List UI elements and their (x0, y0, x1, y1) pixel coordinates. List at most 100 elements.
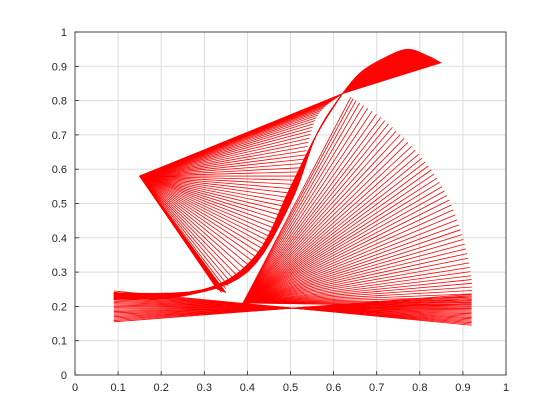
upper-arm-line (139, 163, 304, 177)
upper-arm-line (139, 175, 232, 284)
upper-arm-line (139, 123, 314, 177)
lower-arm-fan-line (242, 110, 373, 304)
axes (74, 31, 507, 376)
lower-arm-fan-line (242, 219, 458, 304)
upper-arm-line (139, 175, 246, 270)
lower-arm-fan-line (242, 186, 443, 304)
x-tick-label: 0.9 (455, 382, 470, 394)
upper-arm-line (139, 126, 313, 177)
lower-arm-fan-line (242, 102, 360, 304)
lower-arm-fan-line (242, 248, 467, 304)
x-tick-label: 0.5 (283, 382, 298, 394)
upper-arm-line (139, 175, 279, 226)
lower-arm-fan-line (242, 117, 382, 304)
lower-arm-fan-line (243, 262, 470, 304)
upper-arm-line (139, 175, 296, 185)
upper-arm-line (139, 175, 229, 287)
upper-arm-line (139, 130, 312, 177)
lower-arm-fan-line (242, 161, 426, 304)
upper-arm-line (139, 150, 307, 177)
x-tick-label: 0.8 (412, 382, 427, 394)
upper-arm-line (139, 175, 250, 266)
lower-arm-fan-line (242, 190, 445, 304)
y-tick-label: 0.7 (52, 130, 67, 142)
upper-arm-line (139, 171, 301, 177)
x-tick-label: 0.2 (154, 382, 169, 394)
base-line (113, 290, 472, 326)
x-tick-label: 0.4 (240, 382, 255, 394)
lower-arm-fan-line (242, 105, 364, 304)
upper-arm-line (139, 175, 253, 262)
upper-arm-line (139, 175, 291, 199)
y-tick-label: 0.2 (52, 301, 67, 313)
upper-arm-line (139, 134, 311, 177)
x-tick-label: 0.7 (369, 382, 384, 394)
upper-arm-line (139, 167, 303, 177)
upper-arm-line (139, 175, 289, 203)
upper-arm-line (139, 175, 227, 293)
upper-arm-line (139, 175, 287, 208)
lower-arm-fan-line (242, 169, 432, 304)
lower-arm-fan-line (243, 253, 468, 304)
upper-arm-line (139, 175, 281, 221)
lower-arm-fan-line (242, 138, 405, 304)
lower-arm-fan-line (242, 214, 456, 304)
tip-arc-wedge (342, 62, 442, 94)
y-tick-label: 0.6 (52, 164, 67, 176)
lower-arm-fan-line (243, 257, 469, 304)
y-tick-label: 0 (61, 370, 67, 382)
y-tick-label: 0.1 (52, 336, 67, 348)
lower-arm-fan-line (243, 290, 473, 304)
upper-arm-line (139, 175, 270, 242)
x-tick-label: 0 (72, 382, 78, 394)
upper-arm-line (139, 175, 272, 238)
upper-arm-line (139, 175, 286, 212)
lower-arm-fan-line (243, 282, 472, 304)
upper-arm-line (139, 158, 305, 177)
data-lines (113, 48, 473, 326)
lower-arm-fan-line (242, 120, 386, 304)
upper-arm-line (139, 141, 309, 177)
lower-arm-fan-line (242, 177, 438, 304)
x-tick-label: 1 (503, 382, 509, 394)
y-tick-label: 0.3 (52, 267, 67, 279)
lower-arm-fan-line (242, 145, 412, 304)
sweep-curve-line (113, 93, 343, 295)
upper-arm-line (139, 175, 257, 258)
lower-arm-fan-line (242, 238, 464, 304)
lower-arm-fan-line (242, 127, 393, 304)
upper-arm-line (139, 175, 293, 194)
lower-arm-fan-line (242, 165, 429, 304)
y-tick-label: 0.5 (52, 199, 67, 211)
upper-arm-line (139, 175, 275, 234)
y-tick-label: 0.9 (52, 61, 67, 73)
lower-arm-fan-line (242, 195, 448, 304)
sweep-curve-line (113, 93, 343, 294)
lower-arm-fan-line (242, 173, 435, 304)
y-tick-label: 1 (61, 27, 67, 39)
x-tick-label: 0.6 (326, 382, 341, 394)
upper-arm-line (139, 175, 267, 246)
lower-arm-fan-line (242, 134, 401, 304)
lower-arm-fan-line (242, 130, 397, 304)
lower-arm-fan-line (242, 229, 461, 304)
lower-arm-fan-line (242, 153, 419, 304)
lower-arm-fan-line (242, 181, 440, 304)
lower-arm-fan-line (242, 108, 369, 304)
lower-arm-fan-line (242, 204, 452, 304)
y-tick-label: 0.8 (52, 96, 67, 108)
y-tick-label: 0.4 (52, 233, 67, 245)
lower-arm-fan-line (242, 199, 450, 304)
upper-arm-line (139, 146, 308, 177)
lower-arm-fan-line (242, 149, 416, 304)
lower-arm-fan-line (242, 100, 357, 304)
sweep-curve-line (113, 93, 343, 295)
lower-arm-fan-line (243, 286, 473, 304)
upper-arm-line (139, 175, 298, 181)
x-tick-label: 0.3 (197, 382, 212, 394)
upper-arm-line (139, 175, 261, 254)
sweep-curve-line (113, 93, 343, 295)
upper-arm-line (139, 175, 264, 250)
lower-arm-fan-line (243, 279, 472, 304)
